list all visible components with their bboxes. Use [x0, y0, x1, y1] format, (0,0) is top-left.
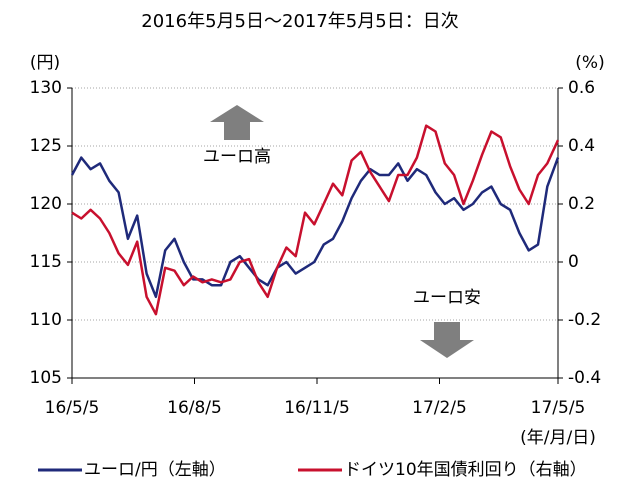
x-tick-label: 16/11/5 [284, 398, 350, 418]
chart-title: 2016年5月5日～2017年5月5日：日次 [141, 11, 458, 32]
x-tick-label: 16/5/5 [45, 398, 100, 418]
annotation: ユーロ安 [413, 288, 481, 308]
legend-label: ドイツ10年国債利回り（右軸） [344, 460, 587, 480]
y2-axis-label: (%) [575, 53, 604, 73]
y-tick-label: 105 [30, 368, 62, 388]
x-tick-label: 17/2/5 [412, 398, 467, 418]
y-axis-label: (円) [30, 53, 60, 73]
y2-tick-label: 0.6 [568, 78, 595, 98]
y2-tick-label: -0.4 [568, 368, 601, 388]
x-tick-label: 17/5/5 [531, 398, 586, 418]
y-tick-label: 120 [30, 194, 62, 214]
y2-tick-label: -0.2 [568, 310, 601, 330]
x-tick-label: 16/8/5 [167, 398, 222, 418]
x-axis-label: (年/月/日) [520, 428, 596, 448]
y-tick-label: 125 [30, 136, 62, 156]
y2-tick-label: 0.2 [568, 194, 595, 214]
y2-tick-label: 0 [568, 252, 579, 272]
down-arrow [420, 322, 474, 358]
up-arrow [210, 105, 264, 140]
series-line [71, 124, 560, 316]
y-tick-label: 130 [30, 78, 62, 98]
y-tick-label: 115 [30, 252, 62, 272]
legend-label: ユーロ/円（左軸） [84, 460, 226, 480]
annotation: ユーロ高 [203, 147, 271, 167]
y-tick-label: 110 [30, 310, 62, 330]
y2-tick-label: 0.4 [568, 136, 595, 156]
series-line [70, 156, 560, 299]
